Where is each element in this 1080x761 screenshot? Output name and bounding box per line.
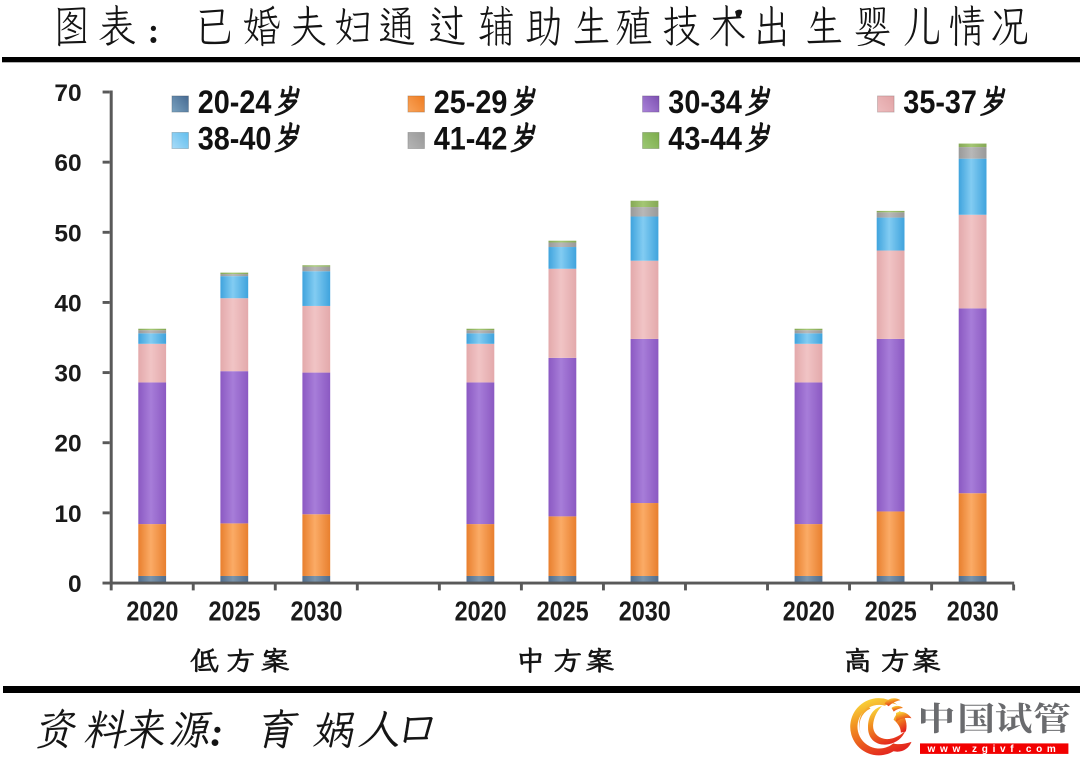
svg-text:38-40: 38-40 <box>198 121 272 157</box>
svg-text:30: 30 <box>54 361 81 388</box>
svg-text:0: 0 <box>68 571 82 598</box>
svg-text:60: 60 <box>54 150 81 177</box>
svg-text:30-34: 30-34 <box>668 85 742 121</box>
svg-text:2020: 2020 <box>126 597 178 627</box>
svg-text:41-42: 41-42 <box>434 121 508 157</box>
svg-text:2025: 2025 <box>209 597 261 627</box>
svg-text:40: 40 <box>54 290 81 317</box>
svg-text:43-44: 43-44 <box>668 121 742 157</box>
svg-text:2030: 2030 <box>291 597 343 627</box>
svg-text:20: 20 <box>54 431 81 458</box>
svg-text:70: 70 <box>54 80 81 107</box>
svg-text:2025: 2025 <box>537 597 589 627</box>
svg-text:2030: 2030 <box>947 597 999 627</box>
svg-text:2020: 2020 <box>783 597 835 627</box>
svg-text:50: 50 <box>54 220 81 247</box>
svg-text:25-29: 25-29 <box>434 85 508 121</box>
svg-text:2025: 2025 <box>865 597 917 627</box>
svg-text:2030: 2030 <box>619 597 671 627</box>
svg-text:www.zgivf.com: www.zgivf.com <box>927 744 1061 755</box>
svg-text:20-24: 20-24 <box>198 85 272 121</box>
svg-text:2020: 2020 <box>455 597 507 627</box>
svg-text:35-37: 35-37 <box>903 85 977 121</box>
svg-text:10: 10 <box>54 501 81 528</box>
